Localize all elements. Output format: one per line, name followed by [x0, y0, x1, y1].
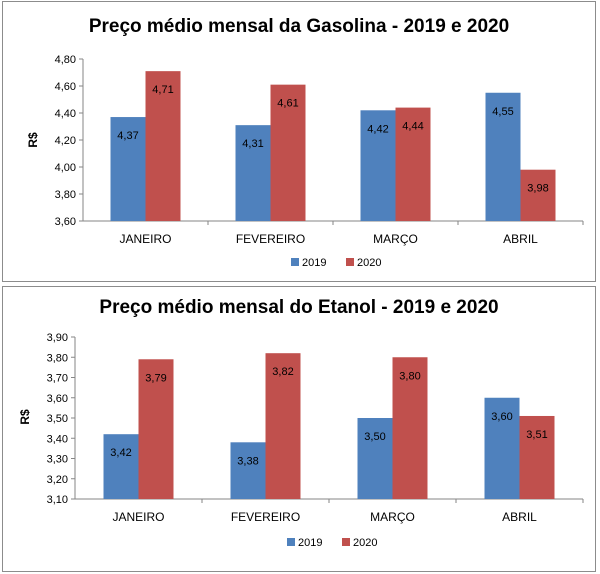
- bar: [392, 357, 428, 499]
- data-label: 3,98: [527, 183, 548, 195]
- data-label: 4,71: [152, 84, 173, 96]
- y-tick-label: 3,50: [47, 413, 68, 425]
- gasoline-chart-panel: Preço médio mensal da Gasolina - 2019 e …: [2, 1, 596, 282]
- chart-title: Preço médio mensal da Gasolina - 2019 e …: [88, 16, 510, 37]
- y-tick-label: 4,60: [55, 81, 76, 93]
- y-tick-label: 3,80: [47, 352, 68, 364]
- gasoline-chart-svg: 3,60 3,80 4,00 4,20 4,40 4,60 4,80 R$ JANEIRO 4,3…: [26, 54, 584, 269]
- y-tick-label: 3,80: [55, 189, 76, 201]
- bar: [265, 353, 301, 499]
- ethanol-chart-panel: Preço médio mensal do Etanol - 2019 e 20…: [2, 286, 596, 572]
- legend-swatch: [291, 258, 299, 266]
- legend-swatch: [342, 538, 350, 546]
- x-tick-label: FEVEREIRO: [231, 510, 300, 524]
- data-label: 3,51: [526, 429, 547, 441]
- bar: [484, 397, 520, 499]
- y-tick-label: 4,00: [55, 162, 76, 174]
- y-tick-label: 3,10: [47, 494, 68, 506]
- bar: [270, 84, 306, 222]
- data-label: 3,80: [399, 370, 420, 382]
- bar: [485, 92, 521, 221]
- data-label: 4,37: [117, 130, 138, 142]
- data-label: 4,55: [492, 106, 513, 118]
- data-label: 3,50: [364, 431, 385, 443]
- bar: [230, 442, 266, 499]
- y-tick-label: 3,60: [47, 393, 68, 405]
- chart-title: Preço médio mensal do Etanol - 2019 e 20…: [99, 297, 499, 318]
- data-label: 3,82: [272, 366, 293, 378]
- data-label: 3,60: [491, 411, 512, 423]
- y-tick-label: 3,30: [47, 454, 68, 466]
- bar: [138, 359, 174, 499]
- bar: [110, 117, 146, 221]
- y-axis-title: R$: [18, 409, 32, 425]
- y-tick-label: 3,60: [55, 216, 76, 228]
- legend-label: 2019: [302, 257, 326, 269]
- x-tick-label: MARÇO: [370, 510, 415, 524]
- data-label: 4,44: [402, 121, 423, 133]
- bar: [145, 71, 181, 222]
- data-label: 4,31: [242, 138, 263, 150]
- y-tick-label: 4,40: [55, 108, 76, 120]
- legend-label: 2020: [357, 257, 381, 269]
- x-tick-label: FEVEREIRO: [236, 232, 305, 246]
- y-tick-label: 3,70: [47, 373, 68, 385]
- y-tick-label: 4,20: [55, 135, 76, 147]
- data-label: 3,38: [237, 455, 258, 467]
- x-tick-label: MARÇO: [373, 232, 418, 246]
- legend-label: 2019: [298, 537, 322, 549]
- legend-swatch: [346, 258, 354, 266]
- x-tick-label: ABRIL: [502, 510, 537, 524]
- bar: [103, 434, 139, 499]
- y-tick-label: 4,80: [55, 54, 76, 66]
- data-label: 4,42: [367, 123, 388, 135]
- legend-swatch: [287, 538, 295, 546]
- bar: [519, 415, 555, 499]
- bar: [357, 418, 393, 499]
- bar: [520, 169, 556, 221]
- ethanol-chart-svg: 3,10 3,20 3,30 3,40 3,50 3,60 3,70 3,80 3,90 R$ JA…: [18, 332, 584, 549]
- data-label: 3,79: [145, 372, 166, 384]
- data-label: 3,42: [110, 447, 131, 459]
- data-label: 4,61: [277, 98, 298, 110]
- legend-label: 2020: [353, 537, 377, 549]
- y-tick-label: 3,90: [47, 332, 68, 344]
- bar: [395, 107, 431, 221]
- y-tick-label: 3,20: [47, 474, 68, 486]
- y-axis-title: R$: [26, 132, 40, 148]
- x-tick-label: JANEIRO: [112, 510, 164, 524]
- y-tick-label: 3,40: [47, 433, 68, 445]
- x-tick-label: JANEIRO: [119, 232, 171, 246]
- bar: [360, 110, 396, 221]
- bar: [235, 125, 271, 221]
- x-tick-label: ABRIL: [503, 232, 538, 246]
